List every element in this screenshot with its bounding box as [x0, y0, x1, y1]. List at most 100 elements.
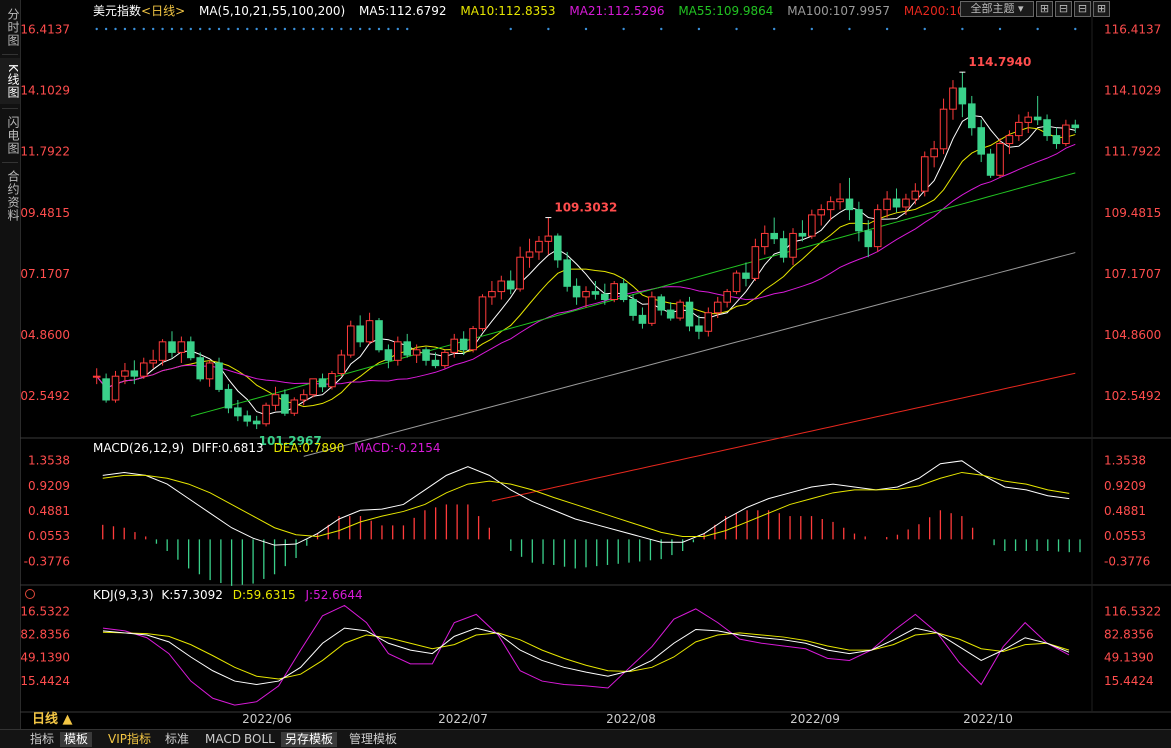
- signal-dot: [217, 27, 221, 31]
- price-tick-left: 109.4815: [20, 206, 70, 220]
- candle-body: [873, 209, 882, 248]
- candle-body: [1033, 116, 1042, 121]
- tab-standard[interactable]: 标准: [165, 732, 190, 746]
- kdj-d-line: [102, 631, 1070, 680]
- candle-body: [751, 246, 760, 279]
- left-tab-bar: 分时图 K线图 闪电图 合约资料: [0, 0, 21, 729]
- candle-body: [290, 399, 299, 414]
- high-annotation: 114.7940: [968, 55, 1031, 69]
- macd-dea: DEA:0.7890: [273, 441, 345, 455]
- ma-params: MA(5,10,21,55,100,200): [198, 4, 346, 18]
- signal-dot: [151, 27, 155, 31]
- candle-body: [986, 153, 995, 176]
- signal-dot: [170, 27, 174, 31]
- price-tick-right: 114.1029: [1104, 84, 1161, 98]
- candle-body: [121, 370, 129, 377]
- signal-dot: [697, 27, 701, 31]
- candle-body: [958, 87, 967, 105]
- signal-dot: [133, 27, 136, 31]
- ma21-value: MA21:112.5296: [569, 4, 665, 18]
- indicator-settings-icon[interactable]: [25, 589, 35, 599]
- x-axis-date: 2022/06: [242, 712, 292, 726]
- candle-body: [205, 362, 214, 380]
- signal-dot: [161, 27, 164, 31]
- ma100-line: [303, 252, 1076, 457]
- candle-body: [177, 341, 186, 353]
- divider: [2, 162, 18, 163]
- macd-tick-left: 0.4881: [28, 504, 70, 518]
- price-tick-left: 107.1707: [20, 267, 70, 281]
- signal-dot: [321, 27, 324, 31]
- candle-body: [309, 378, 317, 396]
- signal-dot: [123, 27, 127, 31]
- signal-dot: [199, 27, 202, 31]
- tab-macd[interactable]: MACD: [205, 732, 241, 746]
- chart-canvas[interactable]: 116.4137 116.4137 114.1029 114.1029 111.7922…: [20, 0, 1171, 729]
- right-icon[interactable]: ⊞: [1093, 1, 1110, 17]
- tab-manage-templates[interactable]: 管理模板: [349, 732, 398, 746]
- candle-body: [563, 259, 571, 287]
- signal-dot: [274, 27, 277, 31]
- candle-body: [158, 341, 167, 361]
- theme-select[interactable]: 全部主题 ▾: [960, 1, 1034, 17]
- candle-body: [450, 338, 459, 353]
- tab-timeshare[interactable]: 分时图: [6, 7, 20, 47]
- candle-body: [591, 291, 600, 295]
- candle-body: [817, 209, 826, 216]
- price-tick-right: 102.5492: [1104, 389, 1161, 403]
- candle-body: [384, 349, 393, 361]
- candle-body: [572, 285, 581, 298]
- signal-dot: [848, 27, 851, 31]
- zoom-out-icon[interactable]: ⊟: [1055, 1, 1072, 17]
- candle-body: [892, 198, 901, 208]
- signal-dot: [114, 27, 117, 31]
- signal-dot: [509, 27, 512, 31]
- tab-kline[interactable]: K线图: [0, 58, 20, 104]
- tab-boll[interactable]: BOLL: [244, 732, 275, 746]
- macd-tick-right: 1.3538: [1104, 454, 1146, 468]
- signal-dot: [584, 27, 588, 31]
- signal-dot: [283, 27, 287, 31]
- left-icon[interactable]: ⊟: [1074, 1, 1091, 17]
- tab-contract-info[interactable]: 合约资料: [6, 170, 20, 222]
- price-tick-left: 104.8600: [20, 328, 70, 342]
- ma55-value: MA55:109.9864: [678, 4, 774, 18]
- period-selector[interactable]: 日线 ▲: [32, 712, 73, 727]
- candle-body: [779, 238, 788, 258]
- theme-select-label: 全部主题: [970, 2, 1015, 15]
- divider: [2, 54, 18, 55]
- signal-dot: [293, 27, 296, 31]
- zoom-in-icon[interactable]: ⊞: [1036, 1, 1053, 17]
- candle-body: [864, 230, 873, 248]
- signal-dot: [311, 27, 315, 31]
- tab-flash[interactable]: 闪电图: [6, 115, 20, 155]
- macd-diff: DIFF:0.6813: [191, 441, 264, 455]
- candle-body: [619, 283, 628, 301]
- price-tick-left: 116.4137: [20, 23, 70, 37]
- candle-body: [271, 394, 280, 406]
- candle-body: [356, 325, 364, 343]
- signal-dot: [104, 27, 108, 31]
- tab-indicators[interactable]: 指标: [30, 732, 55, 746]
- candle-body: [544, 235, 553, 242]
- tab-save-template[interactable]: 另存模板: [281, 732, 338, 747]
- candle-body: [196, 357, 205, 380]
- x-axis-date: 2022/09: [790, 712, 840, 726]
- tab-templates[interactable]: 模板: [60, 732, 93, 747]
- candle-body: [920, 156, 929, 192]
- candle-body: [139, 362, 148, 377]
- candle-body: [187, 341, 195, 359]
- signal-dot: [622, 27, 625, 31]
- candle-body: [234, 407, 242, 417]
- ma10-line: [96, 127, 1076, 408]
- kdj-tick-left: 15.4424: [20, 674, 70, 688]
- candle-body: [497, 280, 506, 293]
- signal-dot: [406, 27, 409, 31]
- candle-body: [1005, 135, 1014, 145]
- candle-body: [243, 415, 252, 422]
- candle-body: [525, 251, 534, 258]
- candle-body: [902, 198, 910, 208]
- tab-vip-indicators[interactable]: VIP指标: [108, 732, 151, 746]
- candle-body: [826, 201, 835, 211]
- candle-body: [168, 341, 176, 353]
